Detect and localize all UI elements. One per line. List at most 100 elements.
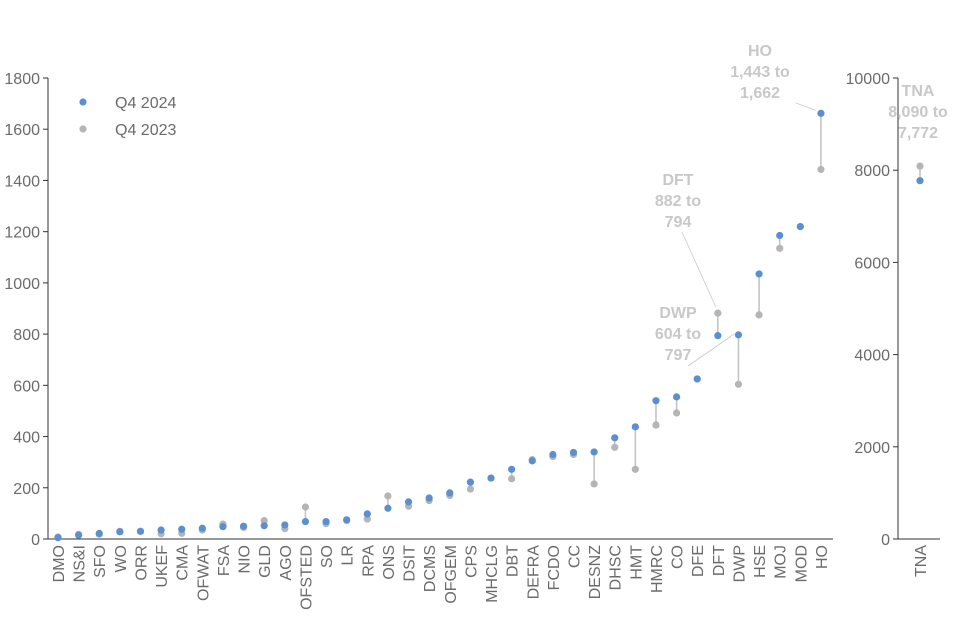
category-label: MOD bbox=[793, 545, 810, 582]
legend-marker-q4-2023 bbox=[79, 125, 87, 133]
point-q4-2023 bbox=[652, 421, 660, 429]
annotation-line: 797 bbox=[665, 347, 692, 364]
legend: Q4 2024 Q4 2023 bbox=[79, 95, 176, 139]
category-label: RPA bbox=[360, 545, 377, 577]
y-tick-label: 400 bbox=[13, 430, 40, 447]
category-label: OFWAT bbox=[195, 545, 212, 601]
category-label: DSIT bbox=[402, 545, 419, 582]
point-q4-2024 bbox=[136, 527, 145, 535]
point-q4-2024 bbox=[75, 531, 83, 539]
category-label: SO bbox=[319, 545, 336, 568]
point-q4-2024 bbox=[817, 109, 825, 117]
point-q4-2023 bbox=[611, 443, 619, 451]
category-label: DFT bbox=[711, 545, 728, 576]
y-tick-label: 800 bbox=[13, 327, 40, 344]
category-label: FSA bbox=[216, 545, 233, 576]
category-label: DFE bbox=[690, 545, 707, 577]
category-label: DBT bbox=[505, 545, 522, 577]
category-label: MHCLG bbox=[484, 545, 501, 603]
point-q4-2024 bbox=[363, 510, 371, 518]
point-q4-2024 bbox=[116, 528, 124, 536]
point-q4-2024 bbox=[219, 523, 227, 531]
category-label: OFGEM bbox=[443, 545, 460, 604]
legend-label-q4-2023: Q4 2023 bbox=[115, 122, 176, 139]
category-label: MOJ bbox=[773, 545, 790, 579]
point-q4-2023 bbox=[301, 503, 310, 511]
point-q4-2024 bbox=[631, 423, 639, 431]
point-q4-2023 bbox=[734, 380, 743, 388]
point-q4-2024 bbox=[796, 222, 804, 231]
main-plot: 0 200 400 600 800 1000 1200 1400 1600 1800 DMO NS&I… bbox=[4, 43, 833, 610]
point-q4-2024 bbox=[301, 517, 310, 526]
point-q4-2024 bbox=[916, 177, 924, 185]
point-q4-2023 bbox=[714, 309, 722, 317]
category-label: CPS bbox=[463, 545, 480, 578]
annotation-leader bbox=[681, 231, 717, 308]
category-label: HO bbox=[814, 545, 831, 569]
point-q4-2024 bbox=[384, 504, 392, 512]
point-q4-2024 bbox=[198, 524, 206, 532]
category-label: DCMS bbox=[422, 545, 439, 592]
category-label: CC bbox=[567, 545, 584, 568]
y-tick-label-right: 10000 bbox=[846, 71, 891, 88]
category-label: DMO bbox=[51, 545, 68, 582]
y-tick-label: 1200 bbox=[4, 225, 40, 242]
point-q4-2023 bbox=[776, 244, 784, 252]
annotation-title: DFT bbox=[662, 172, 693, 189]
category-label: HMT bbox=[628, 545, 645, 580]
category-label: DWP bbox=[731, 545, 748, 582]
y-tick-label: 200 bbox=[13, 481, 40, 498]
category-label: TNA bbox=[913, 545, 930, 577]
point-q4-2024 bbox=[95, 529, 103, 537]
point-q4-2024 bbox=[776, 231, 784, 240]
point-q4-2024 bbox=[590, 448, 598, 456]
point-q4-2024 bbox=[343, 516, 351, 524]
annotation-line: 8,090 to bbox=[888, 104, 948, 121]
annotation-line: 794 bbox=[665, 214, 692, 231]
point-q4-2024 bbox=[322, 517, 330, 526]
y-tick-label: 1800 bbox=[4, 71, 40, 88]
annotation-line: 882 to bbox=[655, 193, 701, 210]
point-q4-2024 bbox=[260, 522, 268, 530]
point-q4-2024 bbox=[734, 331, 743, 339]
point-q4-2024 bbox=[239, 522, 248, 530]
point-q4-2024 bbox=[157, 526, 165, 534]
legend-label-q4-2024: Q4 2024 bbox=[115, 95, 176, 112]
point-q4-2024 bbox=[714, 332, 722, 340]
tna-plot: 0 2000 4000 6000 8000 10000 TNA TNA 8,090 to 7,77… bbox=[846, 71, 949, 577]
y-tick-label: 600 bbox=[13, 378, 40, 395]
point-q4-2024 bbox=[569, 448, 578, 457]
point-q4-2024 bbox=[673, 393, 681, 401]
y-tick-label-right: 4000 bbox=[854, 348, 890, 365]
category-label: OFSTED bbox=[298, 545, 315, 610]
category-label: ORR bbox=[133, 545, 150, 581]
point-q4-2024 bbox=[755, 270, 763, 278]
y-tick-label: 0 bbox=[31, 532, 40, 549]
point-q4-2024 bbox=[54, 534, 62, 542]
point-q4-2023 bbox=[817, 165, 825, 174]
point-q4-2024 bbox=[508, 465, 516, 473]
annotation-leader bbox=[795, 102, 817, 111]
point-q4-2023 bbox=[466, 485, 474, 493]
y-tick-label-right: 0 bbox=[881, 532, 890, 549]
category-label: UKEF bbox=[154, 545, 171, 588]
point-q4-2024 bbox=[466, 478, 474, 486]
annotation-line: 1,443 to bbox=[730, 64, 790, 81]
point-q4-2023 bbox=[916, 162, 924, 170]
category-label: DEFRA bbox=[525, 545, 542, 600]
y-tick-label-right: 8000 bbox=[854, 163, 890, 180]
point-q4-2023 bbox=[673, 409, 681, 417]
annotation-title: HO bbox=[748, 43, 772, 60]
point-q4-2023 bbox=[363, 515, 371, 523]
category-label: DESNZ bbox=[587, 545, 604, 599]
annotation-title: DWP bbox=[659, 305, 697, 322]
point-q4-2023 bbox=[631, 465, 639, 473]
category-label: CMA bbox=[175, 545, 192, 581]
category-label: CO bbox=[670, 545, 687, 569]
category-label: FCDO bbox=[546, 545, 563, 590]
annotation-line: 604 to bbox=[655, 326, 701, 343]
category-label: NS&I bbox=[72, 545, 89, 582]
category-label: WO bbox=[113, 545, 130, 573]
point-q4-2023 bbox=[384, 492, 392, 500]
